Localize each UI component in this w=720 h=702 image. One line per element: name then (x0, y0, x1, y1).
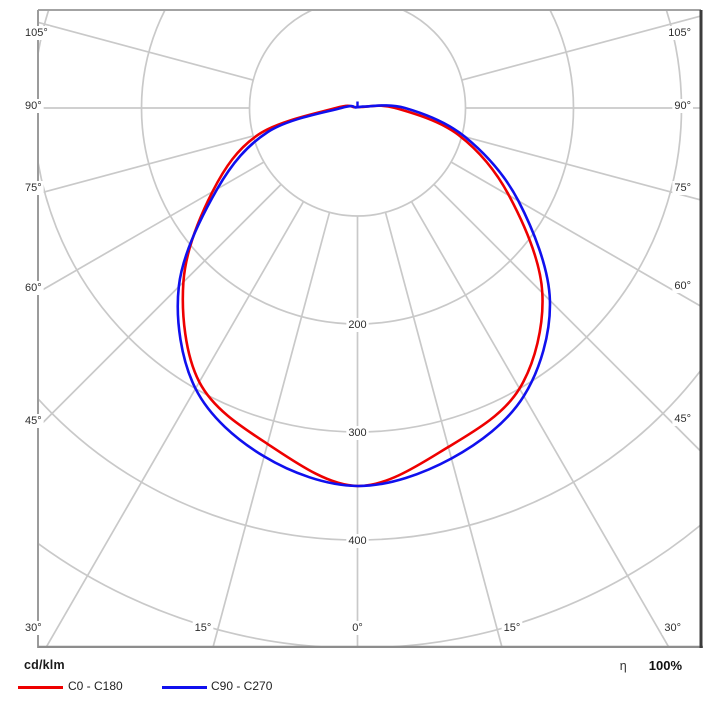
curve-c90-c270 (176, 104, 552, 488)
polar-chart: 200 300 400 105° 90° 75° 60° 45° 30° 15° 0° 15° 30° 4… (23, 9, 703, 648)
angle-label-12-75°: 75° (674, 182, 691, 194)
polar-ring-400 (39, 369, 700, 541)
legend-line-c0-c180 (18, 686, 63, 689)
polar-spoke-60 (450, 161, 700, 307)
chart-footer: cd/klm C0 - C180 C90 - C270 η 100% (0, 648, 720, 702)
angle-label-13-90°: 90° (674, 100, 691, 112)
angle-label-5-30°: 30° (25, 622, 42, 634)
polar-spoke-75 (39, 135, 254, 195)
polar-spoke-30 (410, 201, 670, 647)
angle-label-14-105°: 105° (668, 27, 691, 39)
curve-vertex-tick (356, 101, 359, 107)
angle-label-14-105°-backing (666, 26, 693, 40)
ring-label-400-backing (346, 534, 369, 548)
angle-label-12-75°-backing (672, 181, 693, 195)
ring-label-400: 400 (348, 535, 366, 547)
polar-spoke-105 (461, 15, 700, 81)
angle-label-7-0°: 0° (352, 622, 363, 634)
polar-spoke-60 (39, 161, 265, 293)
angle-label-0-105°-backing (23, 26, 50, 40)
legend: C0 - C180 C90 - C270 (0, 678, 460, 698)
polar-spoke-15 (384, 212, 503, 647)
ring-label-200-backing (346, 318, 369, 332)
polar-spoke-75 (461, 135, 700, 201)
angle-label-3-60°: 60° (25, 282, 42, 294)
angle-label-9-30°-backing (662, 621, 683, 635)
angle-label-7-0°-backing (350, 621, 365, 635)
polar-spoke-45 (433, 183, 700, 452)
polar-spoke-105 (39, 21, 254, 81)
efficiency-value: 100% (648, 658, 682, 673)
ring-label-300-backing (346, 426, 369, 440)
angle-label-6-15°: 15° (195, 622, 212, 634)
angle-label-10-45°-backing (672, 412, 693, 426)
angle-label-5-30°-backing (23, 621, 44, 635)
angle-label-9-30°: 30° (664, 622, 681, 634)
legend-label-c0-c180: C0 - C180 (68, 679, 123, 693)
angle-label-10-45°: 45° (674, 413, 691, 425)
polar-spoke-15 (212, 212, 331, 647)
angle-label-4-45°-backing (23, 414, 44, 428)
angle-label-8-15°-backing (501, 621, 523, 635)
angle-label-8-15°: 15° (504, 622, 521, 634)
angle-label-1-90°-backing (23, 99, 44, 113)
polar-spoke-30 (45, 201, 305, 647)
polar-spoke-45 (39, 183, 282, 428)
axis-labels: 200 300 400 105° 90° 75° 60° 45° 30° 15° 0° 15° 30° 4… (23, 26, 693, 635)
angle-label-2-75°: 75° (25, 182, 42, 194)
angle-label-13-90°-backing (672, 99, 693, 113)
angle-label-2-75°-backing (23, 181, 44, 195)
intensity-curves (176, 101, 552, 488)
angle-label-4-45°: 45° (25, 415, 42, 427)
angle-label-1-90°: 90° (25, 100, 42, 112)
efficiency-symbol: η (619, 659, 627, 673)
angle-label-0-105°: 105° (25, 27, 48, 39)
unit-label: cd/klm (24, 658, 65, 672)
angle-label-6-15°-backing (192, 621, 214, 635)
ring-label-300: 300 (348, 427, 366, 439)
legend-line-c90-c270 (162, 686, 207, 689)
ring-label-200: 200 (348, 319, 366, 331)
angle-label-11-60°-backing (672, 279, 693, 293)
chart-frame (37, 9, 703, 648)
angle-label-3-60°-backing (23, 281, 44, 295)
legend-label-c90-c270: C90 - C270 (211, 679, 273, 693)
angle-label-11-60°: 60° (674, 280, 691, 292)
efficiency-readout: η 100% (620, 657, 682, 675)
